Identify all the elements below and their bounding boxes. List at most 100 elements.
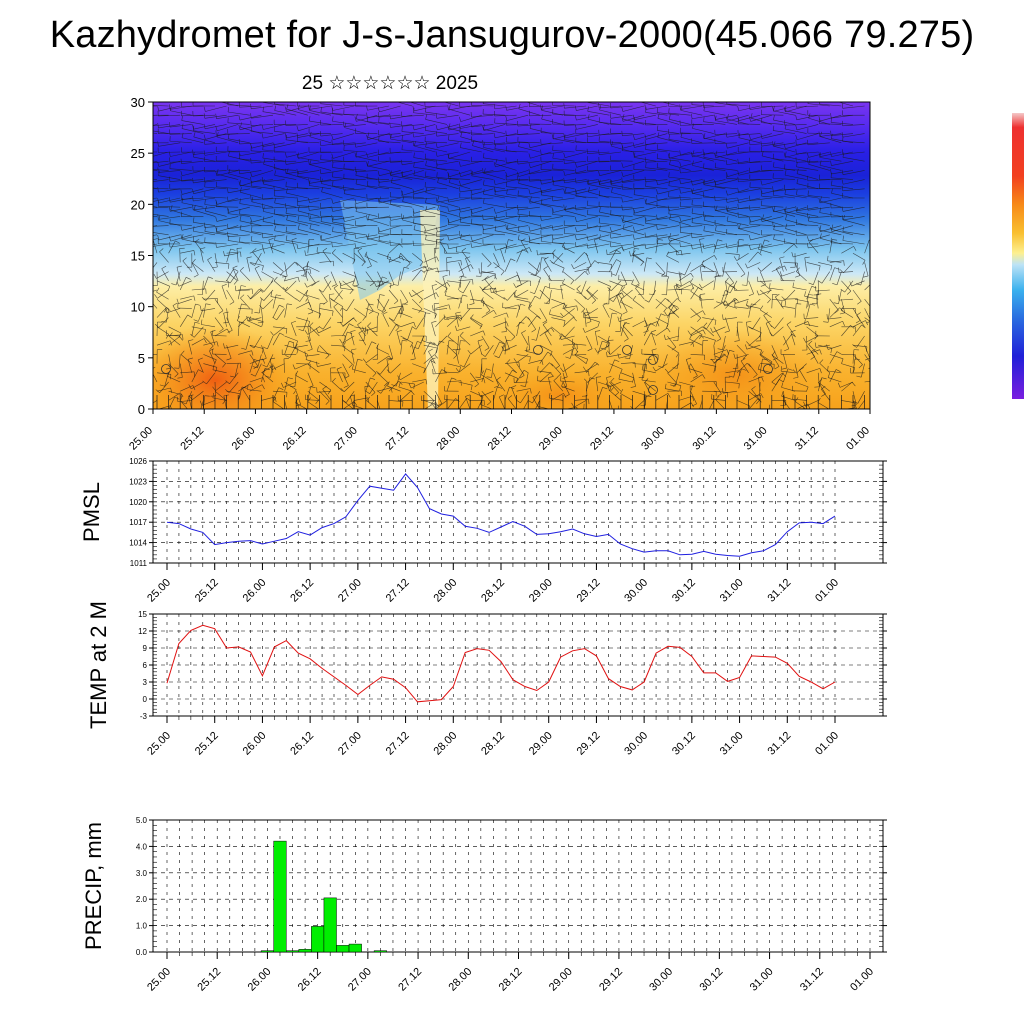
x-tick-label: 26.00 [230, 425, 258, 453]
wind-barb [401, 410, 414, 414]
wind-barb-flag [142, 290, 144, 295]
wind-barb-flag [687, 410, 689, 415]
wind-barb-flag [146, 153, 147, 158]
x-tick-label: 27.12 [384, 730, 412, 758]
wind-barb-flag [419, 419, 422, 423]
wind-barb-flag [657, 420, 661, 422]
wind-barb-flag [413, 414, 414, 419]
colorbar [1012, 113, 1024, 399]
y-tick-label: 5.0 [136, 816, 148, 825]
wind-barb [851, 410, 864, 414]
x-tick-label: 29.00 [527, 577, 555, 605]
x-tick-label: 01.00 [844, 425, 872, 453]
wind-barb [251, 410, 262, 419]
x-tick-label: 29.12 [575, 730, 603, 758]
wind-barb-flag [135, 135, 136, 140]
x-tick-label: 27.12 [383, 425, 411, 453]
y-axis-label: PRECIP, mm [81, 822, 106, 950]
wind-barb-flag [437, 95, 438, 100]
wind-barb-flag [146, 198, 147, 203]
wind-barb-flag [134, 224, 135, 229]
y-tick-label: 30 [131, 95, 145, 110]
wind-barb-flag [873, 325, 876, 329]
x-tick-label: 28.00 [434, 425, 462, 453]
x-tick-label: 28.12 [479, 730, 507, 758]
wind-barb-flag [875, 280, 878, 284]
x-tick-label: 25.00 [145, 730, 173, 758]
wind-barb-flag [517, 410, 521, 412]
x-tick-label: 01.00 [813, 577, 841, 605]
y-axis-label: PMSL [79, 482, 104, 542]
y-tick-label: 0 [143, 695, 148, 704]
wind-barb [382, 410, 389, 422]
wind-barb [619, 410, 633, 411]
x-tick-label: 28.12 [479, 577, 507, 605]
y-tick-label: 1023 [129, 477, 147, 486]
wind-barb-flag [147, 125, 148, 130]
wind-barb-flag [696, 420, 700, 423]
y-tick-label: 10 [131, 300, 145, 315]
x-tick-label: 27.00 [332, 425, 360, 453]
cross-section-panel: 05101520253025.00 25.12 26.00 26.12 27.00 27.… [127, 95, 879, 453]
x-tick-label: 31.12 [793, 425, 821, 453]
wind-barb-flag [832, 95, 833, 100]
wind-barb-flag [607, 414, 610, 418]
wind-barb-flag [148, 295, 152, 298]
x-tick-label: 25.12 [193, 730, 221, 758]
wind-barb-flag [529, 411, 533, 413]
wind-barb [691, 410, 700, 421]
wind-barb-flag [283, 414, 288, 415]
wind-barb-flag [788, 412, 792, 415]
wind-barb-flag [147, 227, 148, 232]
wind-barb [412, 410, 422, 420]
wind-barb [581, 410, 587, 423]
wind-barb-flag [134, 125, 135, 130]
x-tick-label: 30.12 [691, 425, 719, 453]
y-tick-label: 0 [138, 402, 145, 417]
x-tick-label: 29.00 [537, 425, 565, 453]
wind-barb-flag [854, 413, 859, 415]
x-tick-label: 28.00 [431, 730, 459, 758]
x-tick-label: 25.00 [127, 425, 155, 453]
wind-barb-flag [391, 95, 392, 100]
wind-barb [515, 410, 529, 413]
wind-barb-flag [719, 420, 723, 423]
x-tick-label: 30.00 [622, 730, 650, 758]
x-tick-label: 31.12 [765, 730, 793, 758]
x-tick-label: 30.00 [622, 577, 650, 605]
temp-panel: TEMP at 2 M -30369121525.00 25.12 26.00 26.1… [86, 601, 887, 758]
wind-barb-flag [471, 411, 475, 413]
wind-barb [296, 410, 305, 421]
x-tick-label: 26.12 [288, 730, 316, 758]
y-tick-label: -3 [140, 712, 148, 721]
wind-barb [714, 410, 723, 421]
wind-barb-flag [135, 125, 136, 130]
panel-frame [153, 820, 883, 952]
x-tick-label: 29.00 [527, 730, 555, 758]
wind-barb-flag [134, 233, 135, 238]
wind-barb [610, 410, 621, 419]
wind-barb-flag [301, 420, 305, 423]
y-tick-label: 15 [138, 610, 147, 619]
wind-barb [805, 410, 819, 413]
x-tick-label: 30.12 [670, 730, 698, 758]
y-tick-label: 1017 [129, 518, 147, 527]
y-tick-label: 0.0 [136, 948, 148, 957]
x-tick-label: 27.00 [336, 730, 364, 758]
wind-barb-flag [146, 177, 147, 182]
wind-barb-flag [660, 414, 665, 415]
x-tick-label: 26.00 [241, 577, 269, 605]
x-tick-label: 01.00 [813, 730, 841, 758]
wind-barb-flag [185, 411, 189, 414]
x-tick-label: 27.12 [384, 577, 412, 605]
wind-barb-flag [377, 419, 381, 422]
y-axis-label: TEMP at 2 M [86, 601, 111, 729]
wind-barb [772, 410, 780, 422]
wind-barb [853, 410, 859, 423]
y-tick-label: 1011 [130, 559, 148, 568]
wind-barb-flag [146, 242, 147, 247]
wind-barb [482, 410, 484, 424]
wind-barb-flag [247, 415, 250, 419]
wind-barb-flag [693, 412, 698, 413]
